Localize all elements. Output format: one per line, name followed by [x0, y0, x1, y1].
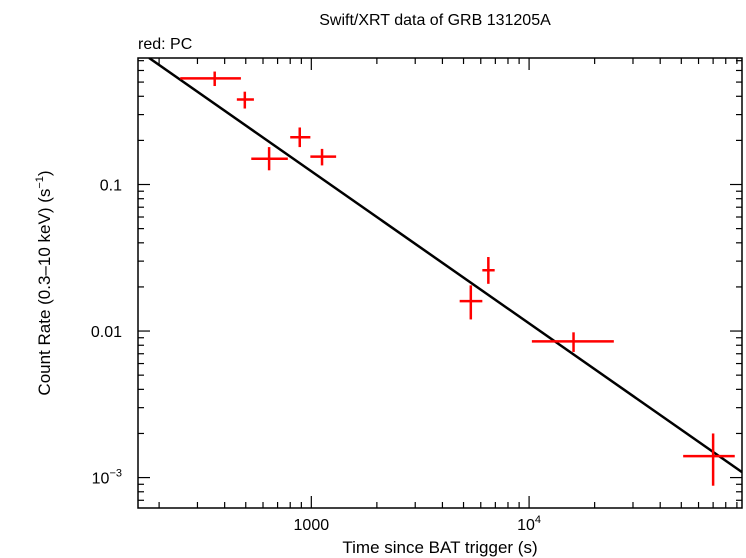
y-axis-label-close: )	[35, 170, 54, 176]
data-point	[251, 147, 288, 171]
chart-subtitle: red: PC	[138, 36, 192, 53]
data-point	[180, 71, 241, 87]
y-tick-label-base: 10	[92, 471, 110, 488]
data-point	[531, 332, 614, 352]
y-axis-label: Count Rate (0.3–10 keV) (s−1)	[34, 170, 54, 395]
x-tick-label: 104	[517, 514, 541, 534]
x-axis-label: Time since BAT trigger (s)	[342, 538, 537, 557]
model-line-group	[148, 58, 742, 474]
y-tick-label: 0.1	[100, 178, 122, 195]
y-tick-label-base: 0.1	[100, 178, 122, 195]
model-fit-line	[148, 58, 742, 474]
y-tick-label: 10−3	[92, 468, 122, 488]
data-points-group	[180, 71, 735, 486]
data-point	[683, 433, 735, 486]
x-tick-label-exp: 4	[535, 514, 541, 526]
data-point	[290, 127, 311, 148]
x-tick-label-base: 10	[517, 517, 535, 534]
y-axis-label-main: Count Rate (0.3–10 keV) (s	[35, 189, 54, 396]
y-tick-label-base: 0.01	[91, 324, 122, 341]
x-tick-label-base: 1000	[294, 517, 330, 534]
chart-title: Swift/XRT data of GRB 131205A	[319, 12, 551, 29]
grid-ticks	[138, 58, 742, 508]
data-point	[310, 148, 337, 166]
x-tick-label: 1000	[294, 517, 330, 534]
y-axis-label-sup: −1	[34, 176, 46, 189]
plot-frame	[137, 57, 743, 509]
data-point	[482, 257, 495, 284]
data-point	[459, 285, 483, 320]
y-tick-label: 0.01	[91, 324, 122, 341]
y-tick-label-exp: −3	[109, 468, 122, 480]
data-point	[236, 91, 254, 109]
